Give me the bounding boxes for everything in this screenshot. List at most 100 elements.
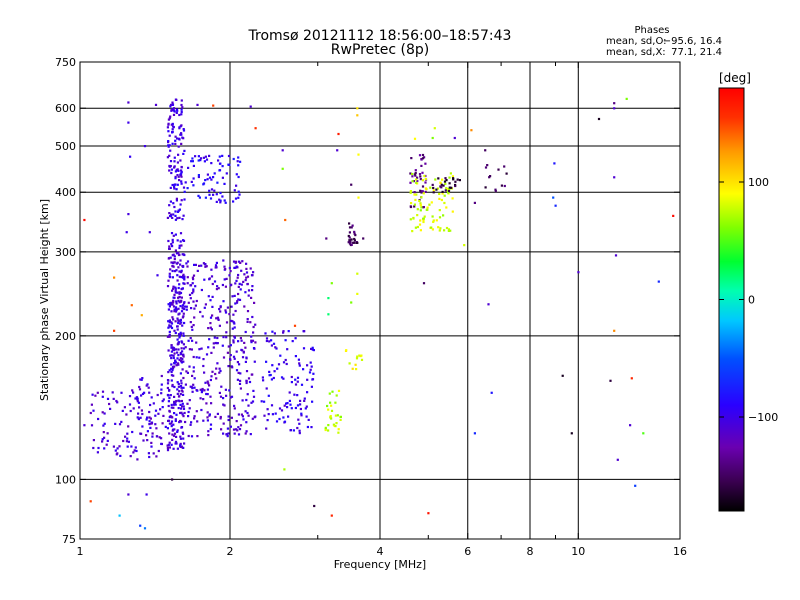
cluster-point xyxy=(445,187,448,190)
cluster-point xyxy=(249,321,252,324)
cluster-point xyxy=(239,387,242,390)
cluster-point xyxy=(145,418,148,421)
cluster-point xyxy=(147,386,150,389)
cluster-point xyxy=(234,428,237,431)
cluster-point xyxy=(275,420,279,423)
cluster-point xyxy=(245,370,249,373)
cluster-point xyxy=(170,425,173,428)
cluster-point xyxy=(192,177,195,180)
cluster-point xyxy=(154,414,157,417)
cluster-point xyxy=(170,344,173,347)
cluster-point xyxy=(178,295,181,298)
cluster-point xyxy=(180,310,184,313)
cluster-point xyxy=(166,156,169,159)
cluster-point xyxy=(232,339,235,342)
cluster-point xyxy=(430,226,433,229)
cluster-point xyxy=(206,419,209,422)
cluster-point xyxy=(169,186,172,189)
cluster-point xyxy=(167,118,170,121)
cluster-point xyxy=(171,122,174,125)
cluster-point xyxy=(456,178,459,181)
cluster-point xyxy=(414,174,417,177)
cluster-point xyxy=(176,239,179,242)
cluster-point xyxy=(430,201,433,204)
cluster-point xyxy=(173,156,176,159)
cluster-point xyxy=(124,435,127,438)
cluster-point xyxy=(229,358,232,361)
cluster-point xyxy=(180,244,183,247)
data-point xyxy=(552,196,555,199)
cluster-point xyxy=(452,178,455,181)
cluster-point xyxy=(286,402,289,405)
cluster-point xyxy=(111,391,114,394)
cluster-point xyxy=(172,202,175,205)
cluster-point xyxy=(91,393,94,396)
cluster-point xyxy=(214,372,217,376)
cluster-point xyxy=(208,176,212,179)
cluster-point xyxy=(311,378,315,381)
cluster-point xyxy=(222,397,225,400)
cluster-point xyxy=(424,178,427,181)
cluster-point xyxy=(170,346,173,349)
cluster-point xyxy=(150,445,153,448)
cluster-point xyxy=(166,126,169,129)
cluster-point xyxy=(409,191,412,194)
cluster-point xyxy=(191,339,194,342)
cluster-point xyxy=(254,415,257,418)
cluster-point xyxy=(419,175,422,178)
cluster-point xyxy=(155,455,158,458)
cluster-point xyxy=(168,247,171,250)
cluster-point xyxy=(231,327,234,330)
data-point xyxy=(356,272,359,275)
cluster-point xyxy=(167,320,170,323)
cluster-point xyxy=(170,379,173,382)
cluster-point xyxy=(179,159,182,162)
cluster-point xyxy=(242,280,245,283)
data-point xyxy=(281,149,284,152)
cluster-point xyxy=(173,205,176,209)
cluster-point xyxy=(334,401,337,404)
cluster-point xyxy=(419,219,422,222)
cluster-point xyxy=(126,437,129,440)
cluster-point xyxy=(431,228,434,231)
cluster-point xyxy=(250,296,253,299)
cluster-point xyxy=(211,295,214,298)
cluster-point xyxy=(243,341,246,344)
cluster-point xyxy=(223,278,226,281)
cluster-point xyxy=(161,406,164,409)
cluster-point xyxy=(252,331,255,334)
cluster-point xyxy=(202,156,205,159)
cluster-point xyxy=(166,382,170,385)
cluster-point xyxy=(180,133,183,136)
cluster-point xyxy=(272,376,275,380)
cluster-point xyxy=(216,342,219,345)
cluster-point xyxy=(432,189,435,192)
cluster-point xyxy=(180,165,183,169)
cluster-point xyxy=(177,407,180,410)
cluster-point xyxy=(209,423,213,426)
cluster-point xyxy=(178,358,181,362)
cluster-point xyxy=(420,190,423,193)
cluster-point xyxy=(219,199,222,202)
cluster-point xyxy=(210,162,213,165)
cluster-point xyxy=(179,291,183,295)
cluster-point xyxy=(174,139,177,142)
cluster-point xyxy=(211,314,214,317)
cluster-point xyxy=(300,383,304,386)
cluster-point xyxy=(166,216,169,219)
cluster-point xyxy=(422,220,425,224)
cluster-point xyxy=(327,424,330,427)
cluster-point xyxy=(89,411,92,415)
cluster-point xyxy=(339,418,342,421)
cluster-point xyxy=(136,400,139,403)
cluster-point xyxy=(174,175,177,178)
cluster-point xyxy=(171,429,174,432)
data-point xyxy=(657,280,660,283)
cluster-point xyxy=(171,264,174,268)
cluster-point xyxy=(182,239,186,242)
cluster-point xyxy=(182,128,185,131)
cluster-point xyxy=(176,325,179,328)
cluster-point xyxy=(193,316,196,319)
cluster-point xyxy=(223,199,226,202)
cluster-point xyxy=(181,307,184,310)
